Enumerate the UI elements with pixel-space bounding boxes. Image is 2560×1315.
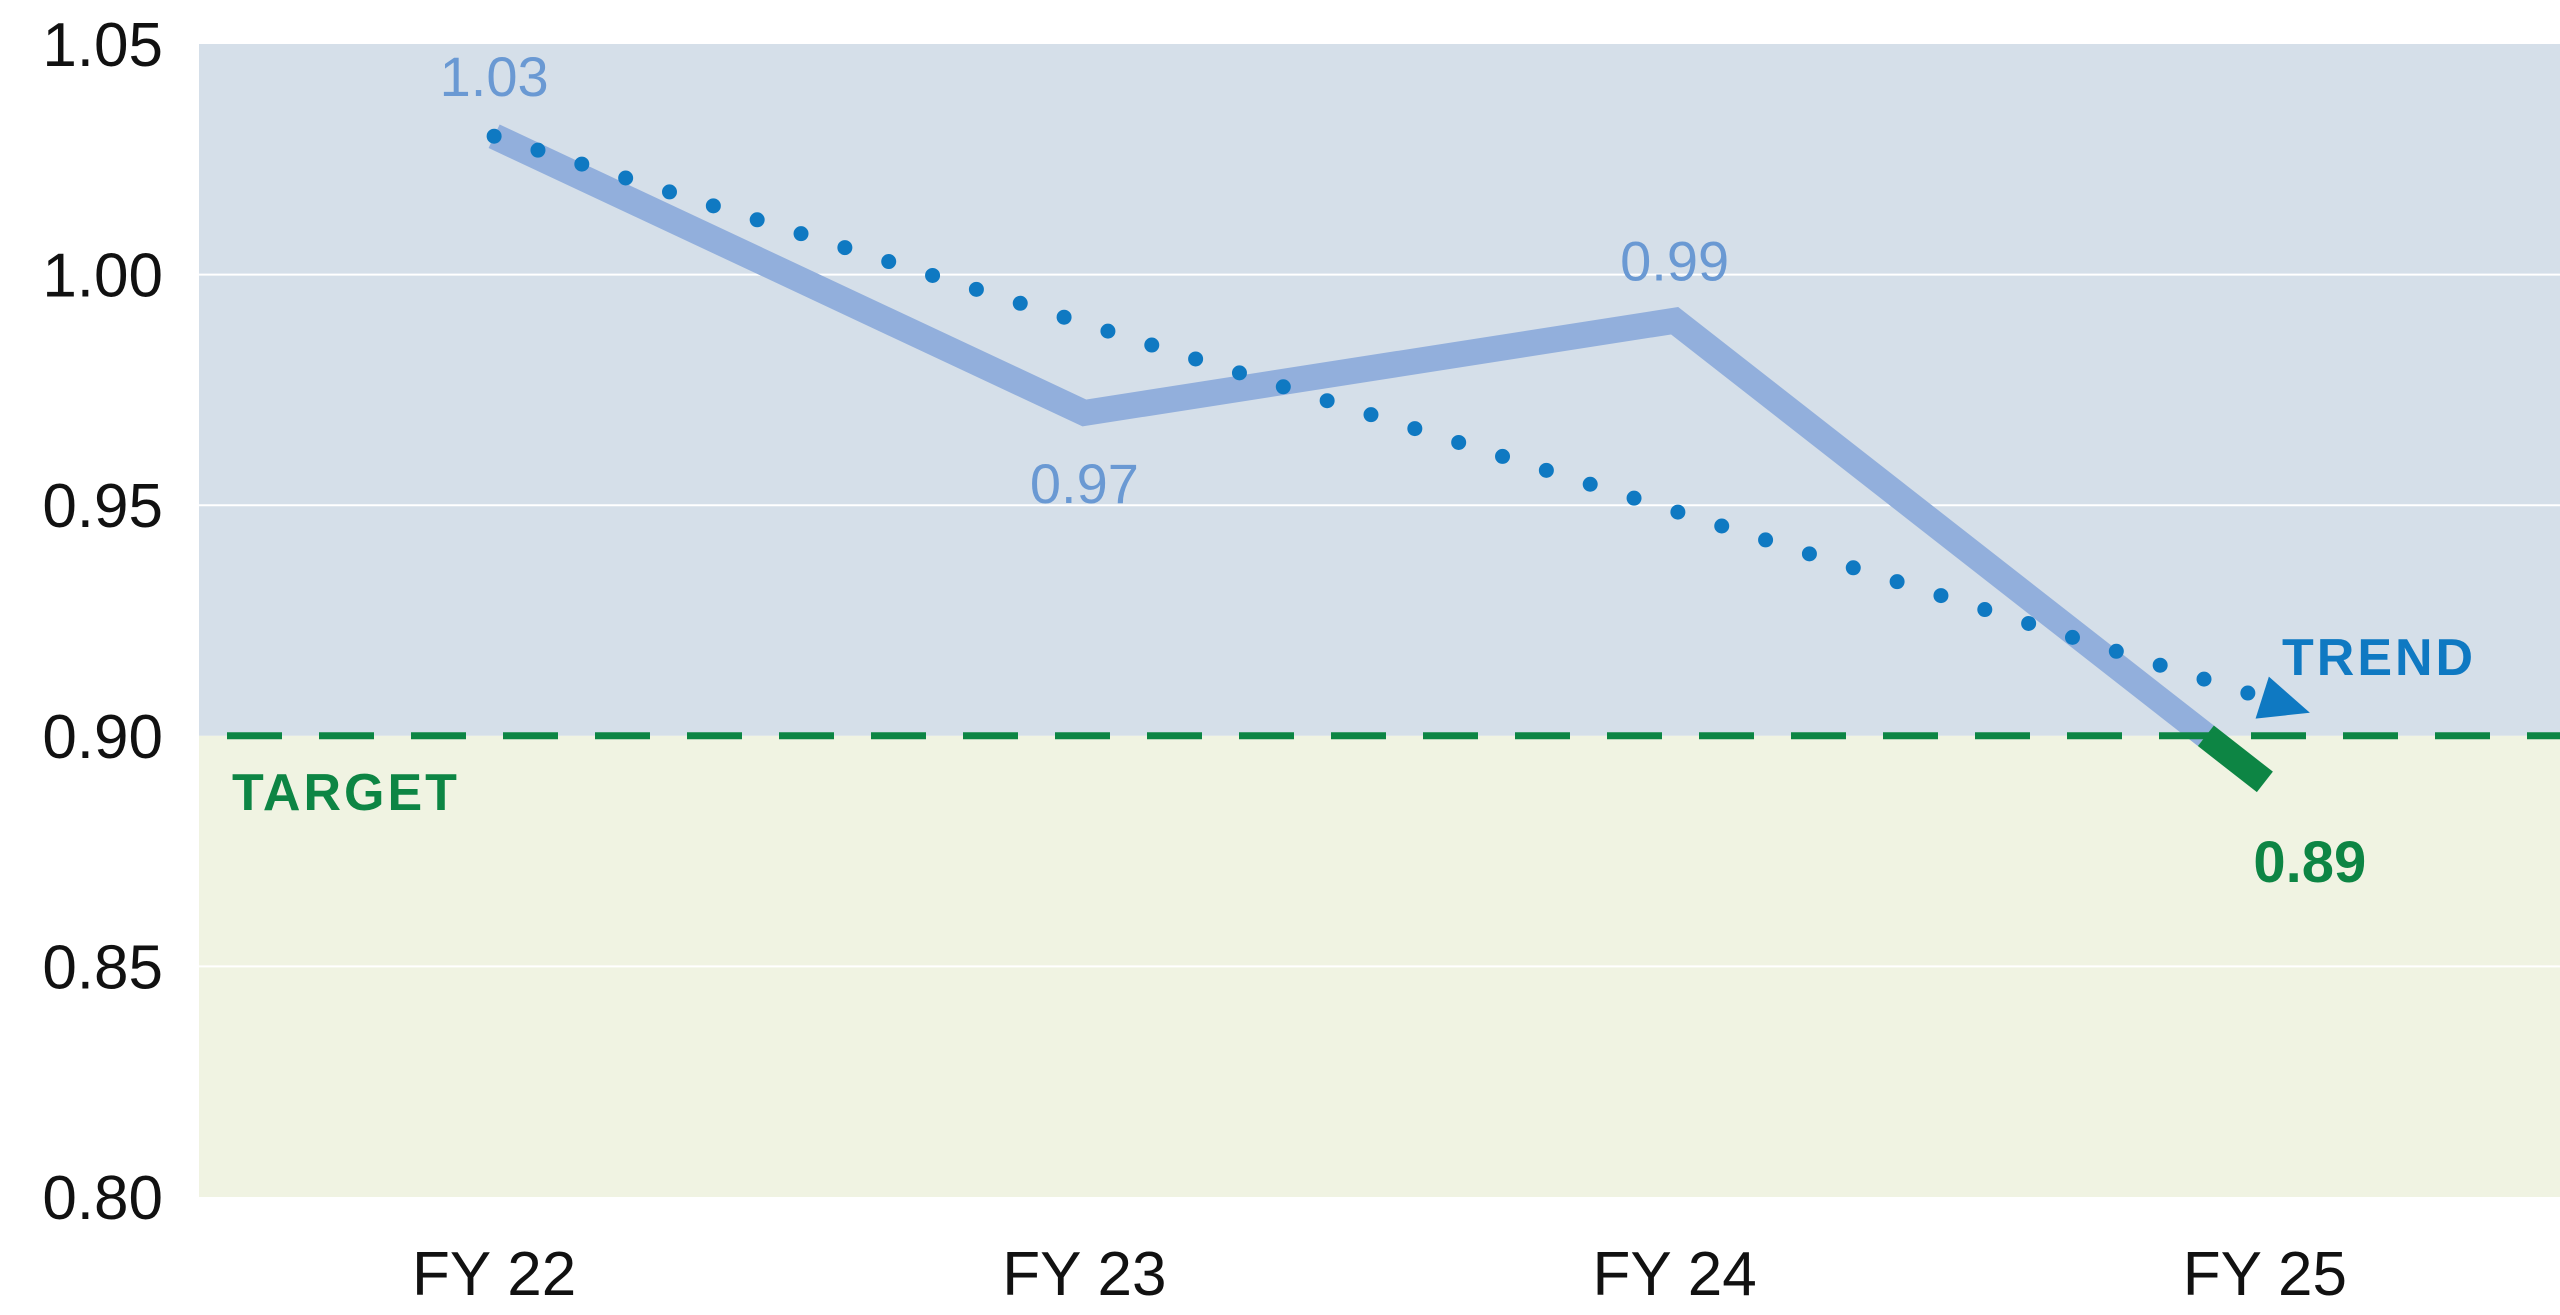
y-tick-label: 0.85: [42, 933, 163, 1002]
data-label: 0.99: [1620, 230, 1729, 293]
x-tick-label: FY 22: [412, 1240, 576, 1309]
trend-arrowhead: [2255, 676, 2310, 719]
x-tick-label: FY 23: [1002, 1240, 1166, 1309]
x-tick-label: FY 24: [1592, 1240, 1756, 1309]
series-line-below-target: [2197, 725, 2273, 793]
above-target-zone: [199, 44, 2560, 736]
y-tick-label: 0.80: [42, 1164, 163, 1233]
target-label: TARGET: [232, 764, 460, 822]
y-tick-label: 0.90: [42, 703, 163, 772]
data-label: 0.89: [2253, 830, 2366, 895]
data-label: 0.97: [1030, 452, 1139, 515]
series-line: [488, 124, 2214, 747]
x-tick-label: FY 25: [2183, 1240, 2347, 1309]
y-tick-label: 1.05: [42, 11, 163, 80]
y-tick-label: 1.00: [42, 242, 163, 311]
y-tick-label: 0.95: [42, 472, 163, 541]
trend-label: TREND: [2282, 629, 2476, 687]
data-label: 1.03: [440, 45, 549, 108]
